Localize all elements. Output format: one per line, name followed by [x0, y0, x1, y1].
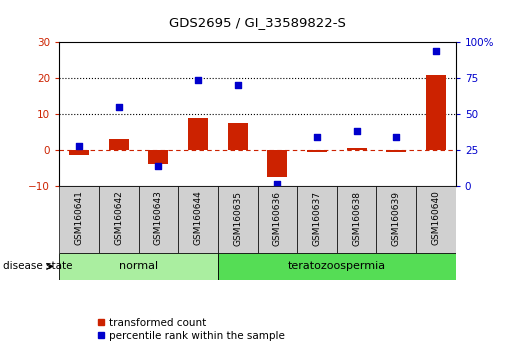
- Point: [233, 82, 242, 88]
- Bar: [337, 186, 376, 253]
- Text: GDS2695 / GI_33589822-S: GDS2695 / GI_33589822-S: [169, 16, 346, 29]
- Bar: [228, 123, 248, 150]
- Bar: [188, 118, 208, 150]
- Text: GSM160641: GSM160641: [75, 190, 83, 245]
- Text: GSM160644: GSM160644: [194, 190, 202, 245]
- Point: [313, 134, 321, 140]
- Bar: [59, 253, 218, 280]
- Text: disease state: disease state: [3, 261, 72, 272]
- Legend: transformed count, percentile rank within the sample: transformed count, percentile rank withi…: [93, 314, 289, 345]
- Bar: [59, 186, 99, 253]
- Text: teratozoospermia: teratozoospermia: [288, 261, 386, 272]
- Point: [154, 163, 162, 169]
- Bar: [416, 186, 456, 253]
- Text: GSM160639: GSM160639: [392, 190, 401, 246]
- Bar: [99, 186, 139, 253]
- Point: [194, 77, 202, 82]
- Text: normal: normal: [119, 261, 158, 272]
- Bar: [148, 150, 168, 164]
- Text: GSM160643: GSM160643: [154, 190, 163, 245]
- Point: [392, 134, 401, 140]
- Text: GSM160637: GSM160637: [313, 190, 321, 246]
- Point: [352, 129, 360, 134]
- Bar: [69, 150, 89, 155]
- Bar: [258, 186, 297, 253]
- Point: [273, 182, 281, 187]
- Bar: [347, 148, 367, 150]
- Text: GSM160635: GSM160635: [233, 190, 242, 246]
- Bar: [218, 253, 456, 280]
- Point: [432, 48, 440, 54]
- Bar: [267, 150, 287, 177]
- Bar: [178, 186, 218, 253]
- Bar: [139, 186, 178, 253]
- Bar: [218, 186, 258, 253]
- Bar: [376, 186, 416, 253]
- Bar: [109, 139, 129, 150]
- Point: [75, 143, 83, 149]
- Text: GSM160640: GSM160640: [432, 190, 440, 245]
- Point: [114, 104, 123, 110]
- Bar: [426, 75, 446, 150]
- Text: GSM160638: GSM160638: [352, 190, 361, 246]
- Bar: [307, 150, 327, 152]
- Text: GSM160642: GSM160642: [114, 190, 123, 245]
- Bar: [297, 186, 337, 253]
- Text: GSM160636: GSM160636: [273, 190, 282, 246]
- Bar: [386, 150, 406, 152]
